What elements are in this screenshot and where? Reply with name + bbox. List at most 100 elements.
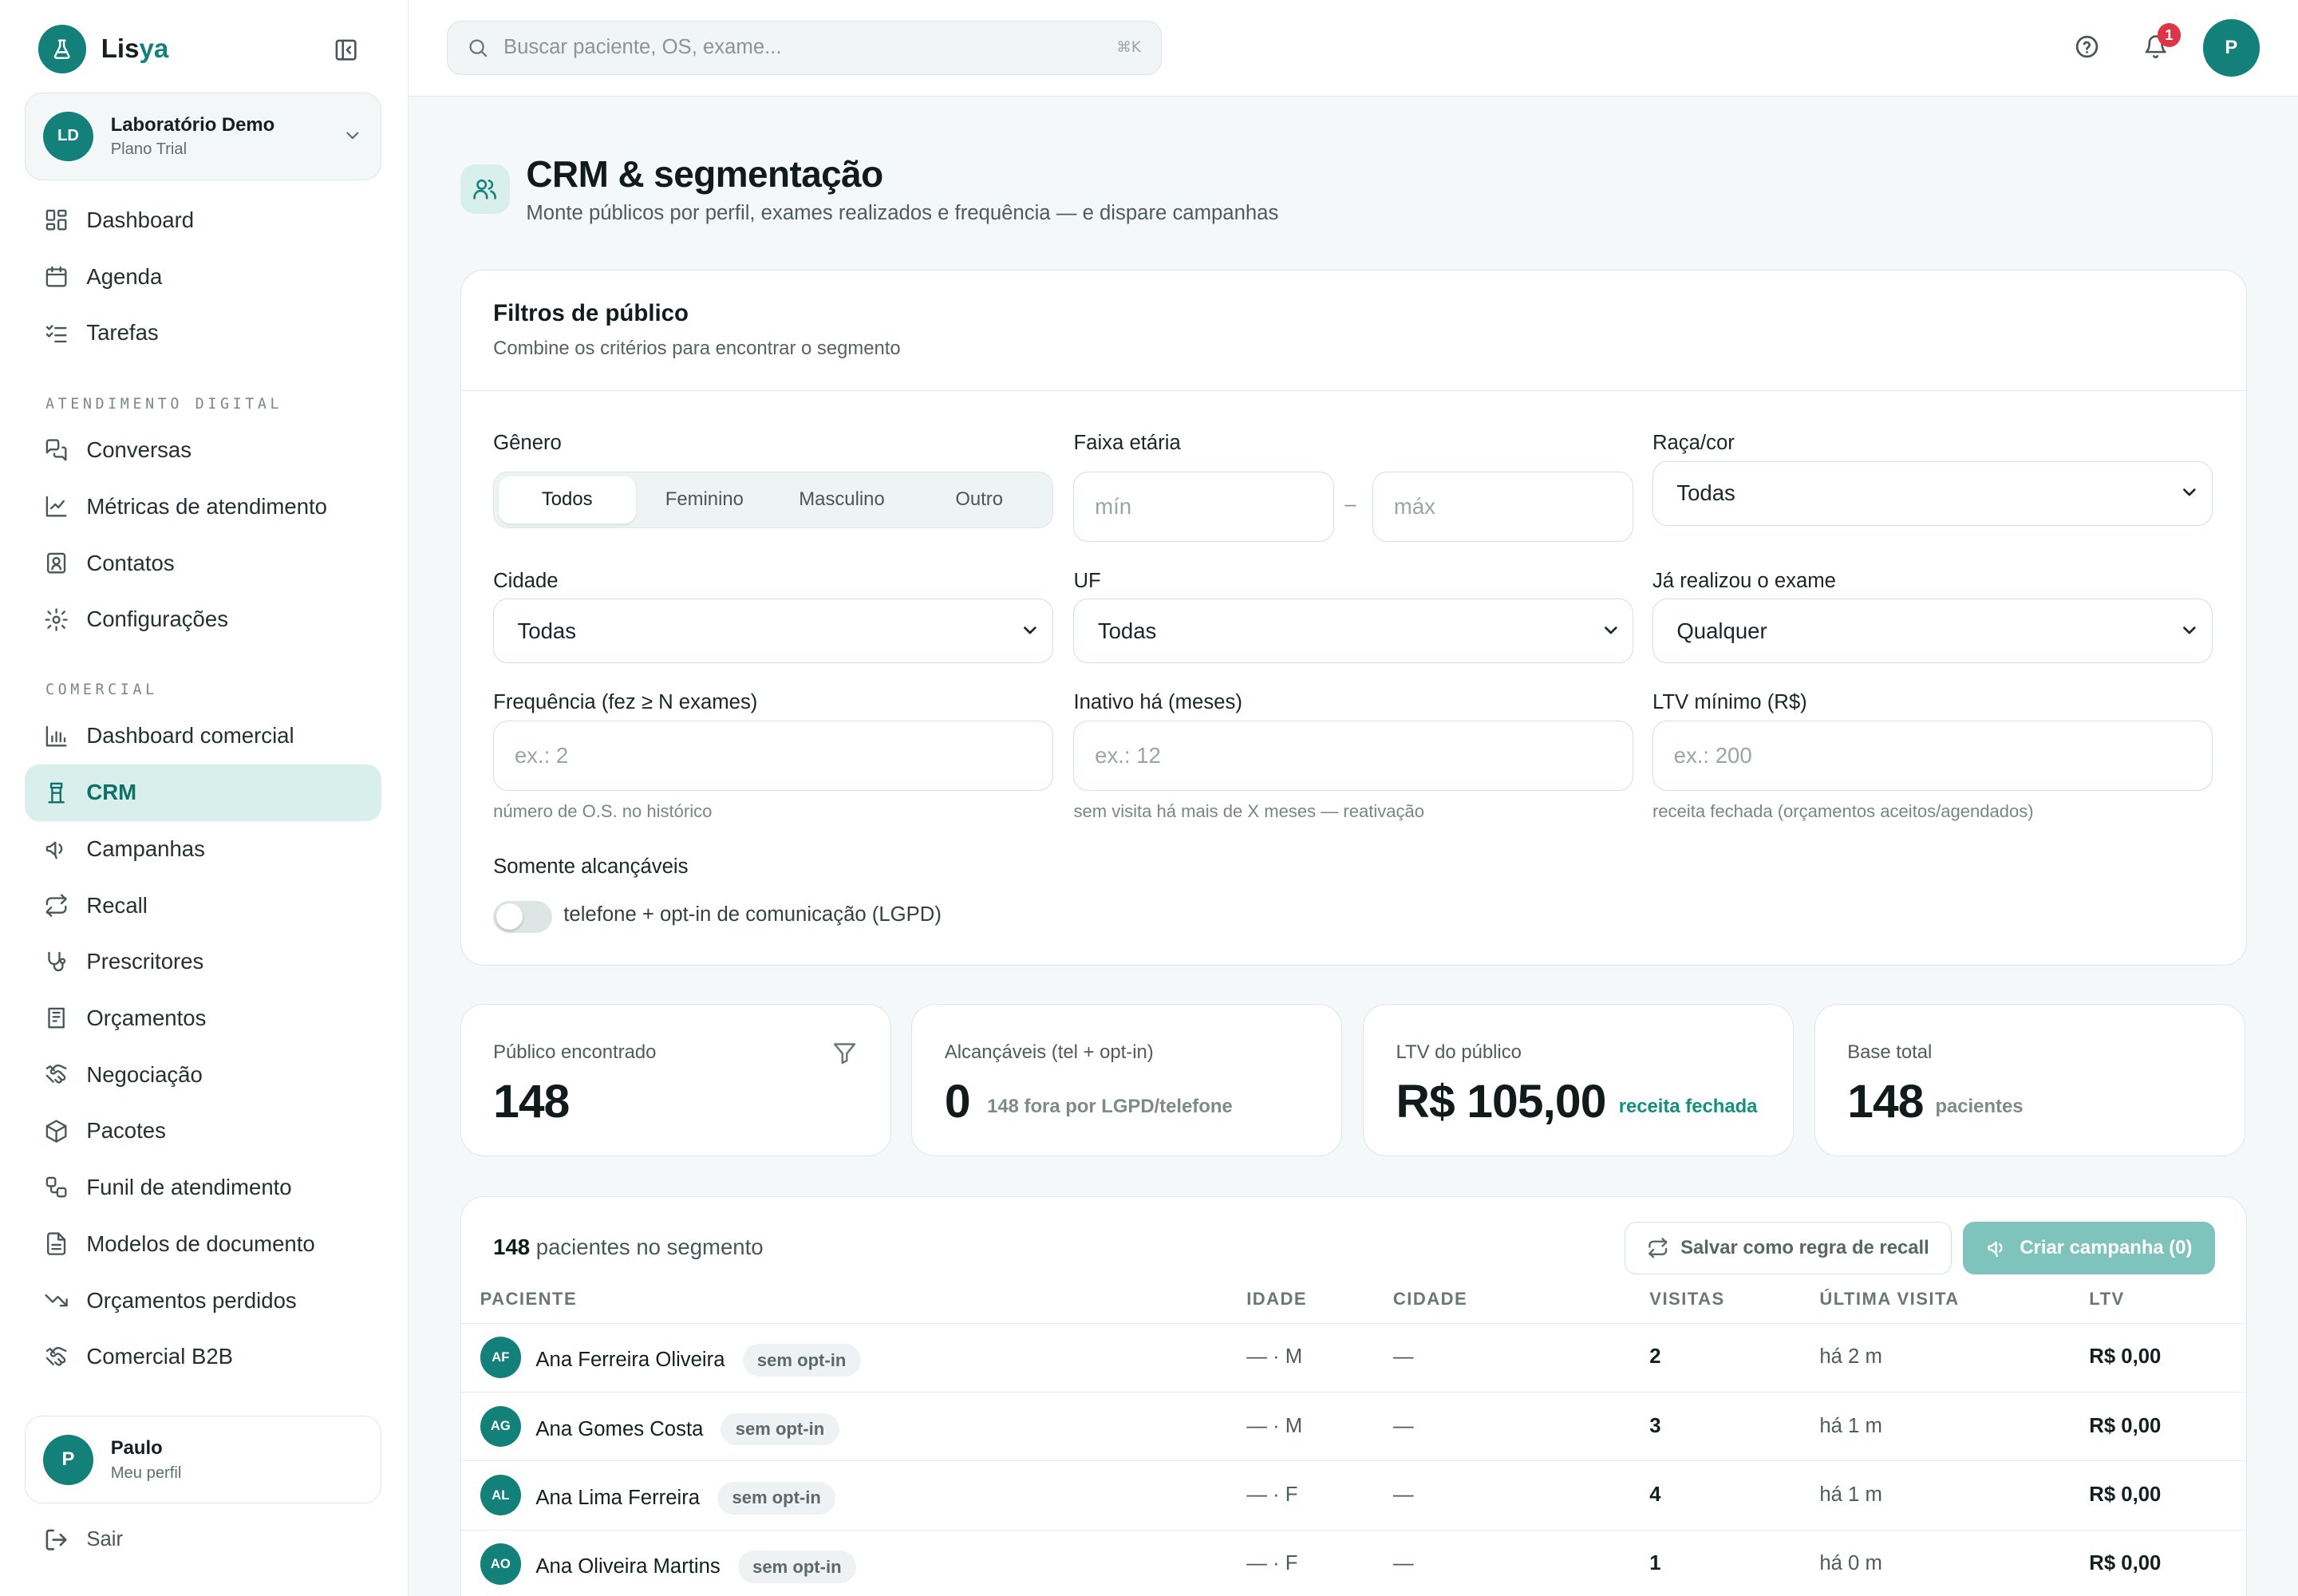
exame-select[interactable]: Qualquer: [1652, 598, 2213, 664]
uf-select[interactable]: Todas: [1073, 598, 1634, 664]
bar-chart-icon: [45, 725, 67, 747]
genero-option-masculino[interactable]: Masculino: [799, 488, 885, 511]
column-header-visitas[interactable]: VISITAS: [1649, 1289, 1725, 1310]
org-switcher[interactable]: LD Laboratório Demo Plano Trial: [25, 92, 381, 180]
column-header-idade[interactable]: IDADE: [1246, 1289, 1308, 1310]
tasks-icon: [45, 325, 67, 342]
cidade-cell: —: [1392, 1414, 1414, 1437]
cidade-cell: —: [1392, 1483, 1414, 1506]
notifications-button[interactable]: 1: [2141, 23, 2181, 61]
inativo-hint: sem visita há mais de X meses — reativaç…: [1073, 800, 1425, 821]
column-header-cidade[interactable]: CIDADE: [1392, 1289, 1468, 1310]
collapse-sidebar-icon[interactable]: [331, 35, 361, 65]
stat-alcancaveis: Alcançáveis (tel + opt-in) 0 148 fora po…: [911, 1004, 1343, 1157]
inativo-label: Inativo há (meses): [1073, 691, 1242, 714]
save-recall-button[interactable]: Salvar como regra de recall: [1625, 1221, 1952, 1275]
genero-option-feminino[interactable]: Feminino: [665, 488, 744, 511]
cidade-cell: —: [1392, 1345, 1414, 1369]
patient-name[interactable]: Ana Ferreira Oliveira: [535, 1349, 725, 1372]
org-name: Laboratório Demo: [110, 113, 275, 136]
segment-table-card: 148 pacientes no segmento Salvar como re…: [460, 1195, 2247, 1596]
sidebar-item-agenda[interactable]: Agenda: [25, 248, 381, 305]
stat-note: 148 fora por LGPD/telefone: [987, 1096, 1233, 1117]
page-title: CRM & segmentação: [526, 153, 883, 196]
column-header-ltv[interactable]: LTV: [2089, 1289, 2125, 1310]
user-avatar[interactable]: P: [2202, 18, 2260, 77]
topbar: ⌘K 1 P: [409, 0, 2298, 97]
sidebar-item-comercial-b2b[interactable]: Comercial B2B: [25, 1329, 381, 1385]
sidebar-item-modelos-de-documento[interactable]: Modelos de documento: [25, 1215, 381, 1272]
ltv-cell: R$ 0,00: [2089, 1345, 2162, 1369]
ltv-cell: R$ 0,00: [2089, 1414, 2162, 1437]
faixa-etaria-label: Faixa etária: [1073, 431, 1181, 454]
raca-select[interactable]: Todas: [1652, 460, 2213, 526]
genero-option-todos[interactable]: Todos: [498, 476, 636, 523]
search-input[interactable]: [503, 36, 1090, 60]
sidebar-item-or-amentos[interactable]: Orçamentos: [25, 990, 381, 1047]
alcancaveis-toggle[interactable]: [493, 900, 552, 934]
ultima-visita-cell: há 0 m: [1819, 1552, 1882, 1575]
sidebar-item-recall[interactable]: Recall: [25, 877, 381, 934]
alcancaveis-toggle-label: telefone + opt-in de comunicação (LGPD): [563, 903, 942, 926]
sidebar-item-campanhas[interactable]: Campanhas: [25, 821, 381, 878]
sidebar-item-m-tricas-de-atendimento[interactable]: Métricas de atendimento: [25, 479, 381, 535]
sidebar-item-label: Pacotes: [86, 1118, 166, 1144]
patient-name-cell: Ana Lima Ferreira sem opt-in: [535, 1482, 836, 1515]
sidebar-item-prescritores[interactable]: Prescritores: [25, 934, 381, 990]
visitas-cell: 3: [1649, 1414, 1661, 1437]
flask-icon: [38, 25, 87, 73]
column-header-ultima-visita[interactable]: ÚLTIMA VISITA: [1819, 1289, 1960, 1310]
patient-avatar: AO: [480, 1543, 522, 1585]
repeat-icon: [1648, 1238, 1668, 1258]
sidebar-item-pacotes[interactable]: Pacotes: [25, 1103, 381, 1159]
idade-max-input[interactable]: [1372, 471, 1634, 542]
cidade-cell: —: [1392, 1552, 1414, 1575]
document-icon: [47, 1232, 66, 1255]
sidebar-item-dashboard[interactable]: Dashboard: [25, 192, 381, 249]
sidebar-item-or-amentos-perdidos[interactable]: Orçamentos perdidos: [25, 1272, 381, 1329]
sidebar-item-crm[interactable]: CRM: [25, 764, 381, 821]
crm-icon: [48, 782, 65, 804]
idade-cell: — · M: [1246, 1414, 1303, 1437]
profile-card[interactable]: P Paulo Meu perfil: [25, 1416, 381, 1504]
create-campaign-button[interactable]: Criar campanha (0): [1963, 1221, 2216, 1275]
sidebar-item-label: Tarefas: [86, 320, 159, 346]
sidebar-item-dashboard-comercial[interactable]: Dashboard comercial: [25, 708, 381, 764]
patient-name[interactable]: Ana Lima Ferreira: [535, 1486, 701, 1509]
stat-note: receita fechada: [1618, 1096, 1758, 1117]
inativo-input[interactable]: [1073, 720, 1634, 791]
sidebar-item-negocia-o[interactable]: Negociação: [25, 1046, 381, 1103]
table-row[interactable]: AO Ana Oliveira Martins sem opt-in — · F — 1 h…: [460, 1529, 2246, 1596]
cidade-select[interactable]: Todas: [493, 598, 1053, 664]
table-row[interactable]: AG Ana Gomes Costa sem opt-in — · M — 3 há 1 m…: [460, 1392, 2246, 1460]
stat-label: Alcançáveis (tel + opt-in): [944, 1041, 1154, 1064]
brand[interactable]: Lisya: [38, 25, 168, 73]
patient-name[interactable]: Ana Oliveira Martins: [535, 1555, 721, 1578]
brand-name: Lisya: [101, 34, 169, 64]
stat-value: 0: [944, 1076, 971, 1128]
filters-card: Filtros de público Combine os critérios …: [460, 269, 2247, 966]
table-row[interactable]: AL Ana Lima Ferreira sem opt-in — · F — 4 há 1…: [460, 1460, 2246, 1529]
cidade-value: Todas: [517, 618, 577, 643]
org-avatar: LD: [43, 111, 93, 162]
genero-option-outro[interactable]: Outro: [955, 488, 1003, 511]
ultima-visita-cell: há 1 m: [1819, 1483, 1882, 1506]
logout-button[interactable]: Sair: [44, 1527, 123, 1552]
ltv-input[interactable]: [1652, 720, 2213, 791]
frequencia-input[interactable]: [493, 720, 1053, 791]
table-row[interactable]: AF Ana Ferreira Oliveira sem opt-in — · M — 2…: [460, 1322, 2246, 1392]
help-icon[interactable]: [2072, 32, 2102, 61]
idade-min-input[interactable]: [1073, 471, 1335, 542]
search-box[interactable]: ⌘K: [447, 20, 1163, 75]
column-header-paciente[interactable]: PACIENTE: [480, 1289, 578, 1310]
filter-icon: [831, 1040, 858, 1073]
patient-name[interactable]: Ana Gomes Costa: [535, 1417, 704, 1440]
stethoscope-icon: [48, 951, 66, 971]
sidebar-item-tarefas[interactable]: Tarefas: [25, 305, 381, 361]
sidebar-item-conversas[interactable]: Conversas: [25, 422, 381, 479]
raca-value: Todas: [1676, 480, 1735, 506]
sidebar-item-configura-es[interactable]: Configurações: [25, 591, 381, 648]
profile-name: Paulo: [110, 1437, 163, 1460]
sidebar-item-funil-de-atendimento[interactable]: Funil de atendimento: [25, 1159, 381, 1216]
sidebar-item-contatos[interactable]: Contatos: [25, 535, 381, 591]
